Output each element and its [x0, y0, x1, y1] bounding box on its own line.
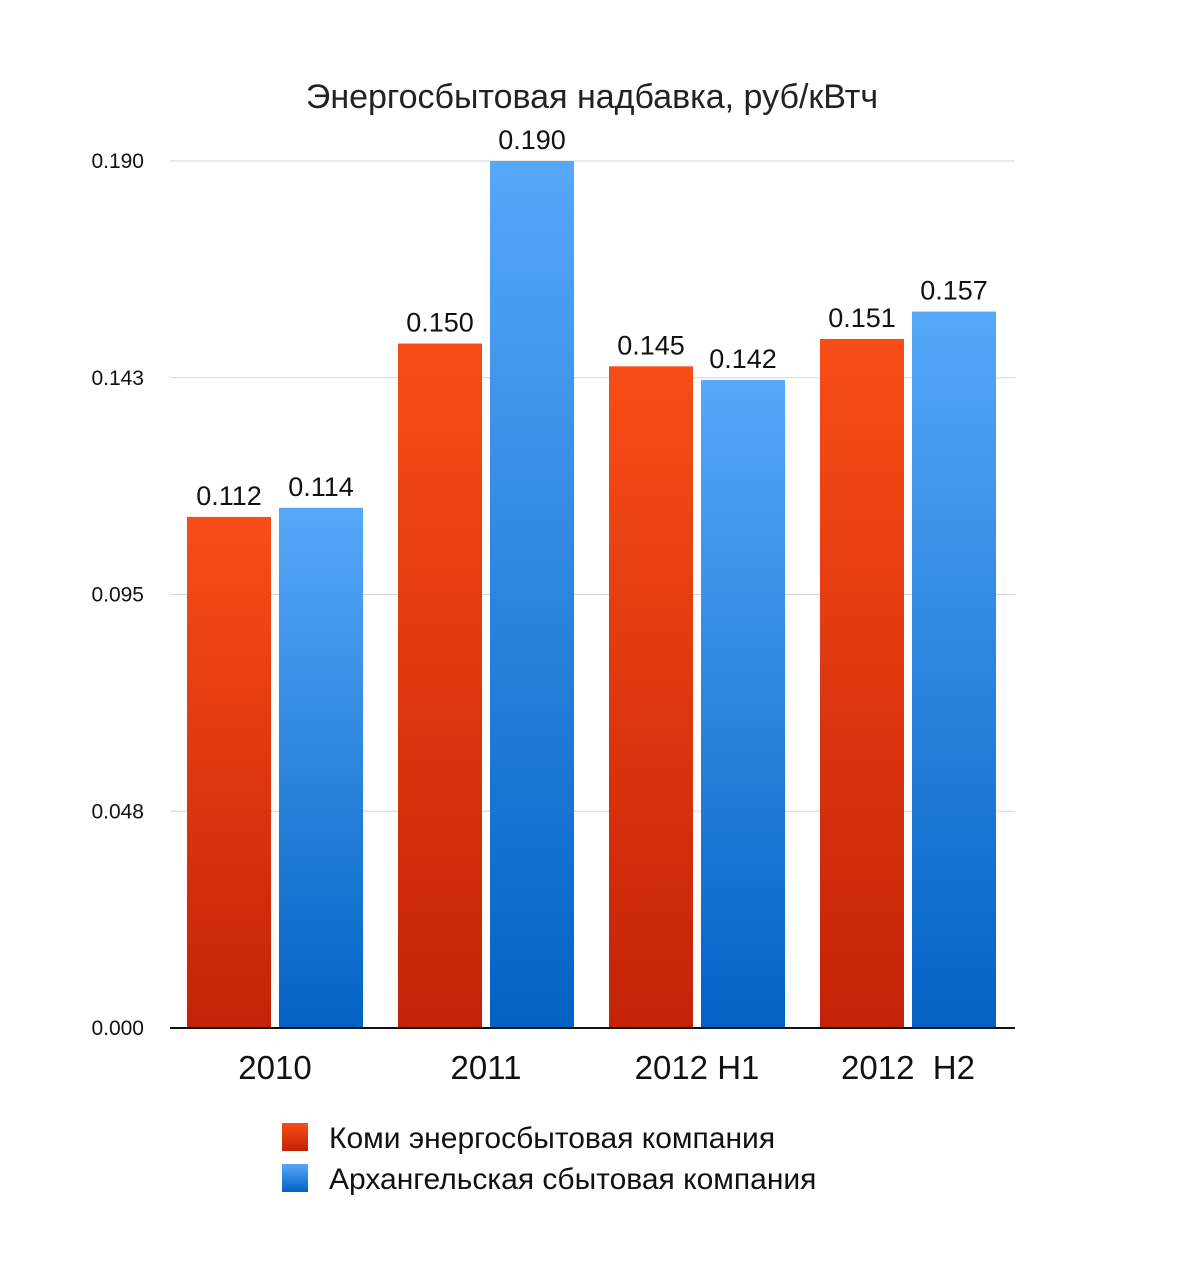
x-tick-label: 2012 H2 [841, 1049, 975, 1086]
legend: Коми энергосбытовая компания Архангельска… [282, 1122, 816, 1196]
x-tick-label: 2010 [238, 1049, 311, 1086]
bar-arkhangelsk-1 [490, 161, 574, 1028]
data-label: 0.114 [288, 472, 354, 502]
legend-swatch-komi [282, 1123, 308, 1151]
y-tick-label: 0.048 [91, 800, 144, 823]
y-tick-label: 0.190 [91, 150, 144, 173]
data-labels: 0.112 0.114 0.150 0.190 0.145 0.142 0.151 0.157 [196, 125, 988, 511]
x-tick-label: 2011 [451, 1049, 522, 1086]
data-label: 0.190 [498, 125, 566, 155]
data-label: 0.145 [617, 330, 685, 360]
y-axis-ticks: 0.000 0.048 0.095 0.143 0.190 [91, 150, 144, 1040]
legend-swatch-arkhangelsk [282, 1164, 308, 1192]
chart-title: Энергосбытовая надбавка, руб/кВтч [306, 78, 878, 116]
data-label: 0.157 [920, 276, 988, 306]
y-tick-label: 0.095 [91, 584, 144, 607]
bar-komi-1 [398, 343, 482, 1028]
data-label: 0.151 [828, 303, 896, 333]
y-tick-label: 0.000 [91, 1017, 144, 1040]
legend-label-komi: Коми энергосбытовая компания [329, 1122, 775, 1155]
y-tick-label: 0.143 [91, 367, 144, 390]
bar-komi-0 [187, 516, 271, 1028]
x-tick-label: 2012 H1 [635, 1049, 760, 1086]
bar-arkhangelsk-2 [701, 380, 785, 1028]
data-label: 0.150 [406, 308, 474, 338]
data-label: 0.112 [196, 481, 262, 511]
bar-arkhangelsk-0 [279, 507, 363, 1028]
x-axis-ticks: 2010 2011 2012 H1 2012 H2 [238, 1049, 975, 1086]
bar-arkhangelsk-3 [912, 311, 996, 1028]
data-label: 0.142 [709, 344, 777, 374]
legend-label-arkhangelsk: Архангельская сбытовая компания [329, 1163, 816, 1196]
bars [187, 161, 996, 1029]
bar-komi-3 [820, 338, 904, 1029]
bar-komi-2 [609, 366, 693, 1028]
